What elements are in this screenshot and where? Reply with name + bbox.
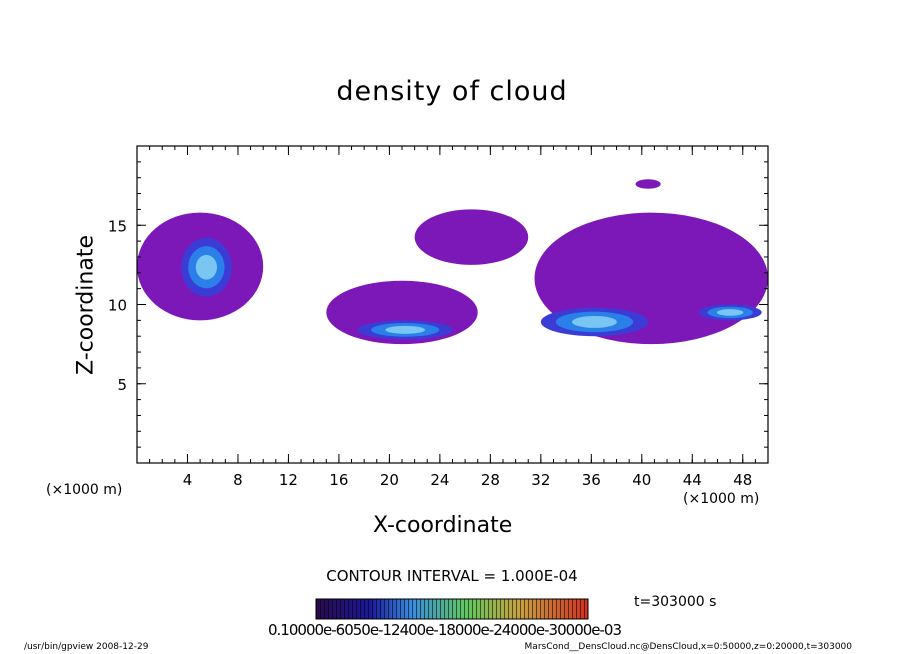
chart-title: density of cloud <box>336 76 568 107</box>
x-tick-label-8: 8 <box>233 471 243 489</box>
contour-interval-label: CONTOUR INTERVAL = 1.000E-04 <box>326 567 578 585</box>
x-tick-label-12: 12 <box>279 471 298 489</box>
cloud-region-4 <box>414 209 529 265</box>
x-unit-label-right: (×1000 m) <box>683 491 760 507</box>
x-tick-label-4: 4 <box>183 471 193 489</box>
footer-program: /usr/bin/gpview 2008-12-29 <box>24 642 149 652</box>
time-label: t=303000 s <box>634 594 717 610</box>
cloud-core-6-level-2 <box>571 315 618 328</box>
x-tick-label-28: 28 <box>481 471 500 489</box>
cloud-region-8 <box>635 179 661 189</box>
x-unit-label-left: (×1000 m) <box>46 482 123 498</box>
y-tick-label-10: 10 <box>108 297 127 315</box>
x-axis-label: X-coordinate <box>373 513 513 538</box>
y-axis-label: Z-coordinate <box>73 235 99 375</box>
x-tick-label-16: 16 <box>329 471 348 489</box>
x-tick-label-40: 40 <box>632 471 651 489</box>
cloud-core-3-level-2 <box>385 325 426 334</box>
x-tick-label-44: 44 <box>683 471 702 489</box>
cloud-core-7-level-2 <box>716 309 744 316</box>
cloud-field <box>137 179 768 345</box>
x-tick-label-32: 32 <box>531 471 550 489</box>
cloud-core-1-level-2 <box>195 254 218 280</box>
colorbar-ticks <box>316 599 588 619</box>
x-tick-label-48: 48 <box>733 471 752 489</box>
y-tick-label-15: 15 <box>108 217 127 235</box>
x-tick-label-36: 36 <box>582 471 601 489</box>
colorbar-tick-labels: 0.10000e-6050e-12400e-18000e-24000e-3000… <box>268 621 622 639</box>
footer-source: MarsCond__DensCloud.nc@DensCloud,x=0:500… <box>524 642 852 652</box>
x-tick-label-24: 24 <box>430 471 449 489</box>
x-tick-label-20: 20 <box>380 471 399 489</box>
y-tick-label-5: 5 <box>117 376 127 394</box>
